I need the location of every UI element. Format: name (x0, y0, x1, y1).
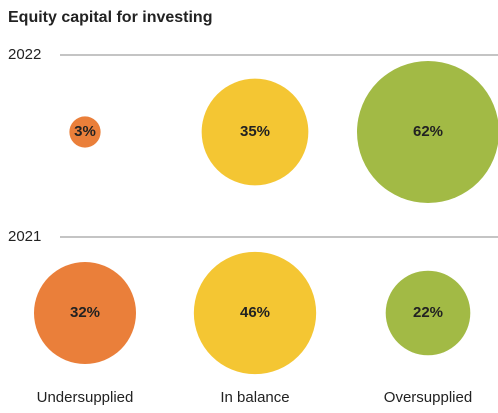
bubble (33, 261, 137, 365)
category-label: Undersupplied (37, 389, 134, 406)
data-label: 35% (240, 123, 270, 140)
bubble (385, 270, 471, 356)
row-label: 2022 (8, 46, 41, 63)
category-label: In balance (220, 389, 289, 406)
bubble (201, 78, 309, 186)
data-label: 32% (70, 304, 100, 321)
bubble (193, 251, 317, 375)
row-label: 2021 (8, 228, 41, 245)
data-label: 22% (413, 304, 443, 321)
data-label: 46% (240, 304, 270, 321)
chart-title: Equity capital for investing (8, 9, 212, 26)
bubble (357, 61, 498, 203)
data-label: 62% (413, 123, 443, 140)
data-label: 3% (74, 123, 96, 140)
bubble (69, 116, 101, 148)
category-label: Oversupplied (384, 389, 472, 406)
